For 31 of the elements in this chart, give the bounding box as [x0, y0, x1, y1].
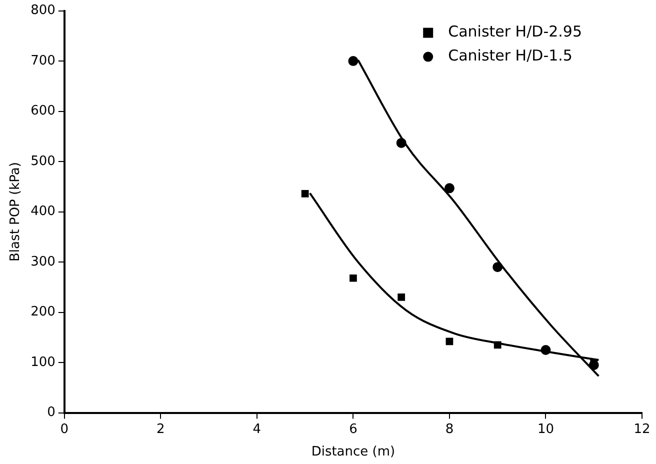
x-tick-label: 6: [349, 422, 358, 437]
point: [494, 341, 502, 349]
point: [492, 262, 503, 272]
y-tick-label: 400: [30, 204, 56, 220]
point: [540, 344, 551, 355]
y-tick-label: 200: [30, 304, 56, 320]
x-axis-title: Distance (m): [311, 444, 396, 460]
y-tick-label: 100: [30, 354, 56, 370]
x-tick-label: 10: [537, 422, 554, 437]
x-tick-label: 8: [445, 422, 454, 437]
point: [301, 190, 309, 198]
point: [444, 183, 454, 194]
y-axis-title: Blast POP (kPa): [8, 162, 24, 262]
y-tick-label: 800: [30, 3, 56, 18]
point: [348, 56, 358, 66]
point: [588, 360, 599, 370]
y-tick-label: 700: [30, 53, 56, 68]
point: [446, 338, 454, 346]
x-tick-label: 12: [634, 422, 650, 437]
y-tick-label: 500: [30, 154, 56, 169]
legend-label: Canister H/D-2.95: [448, 22, 582, 41]
legend-label: Canister H/D-1.5: [448, 46, 572, 65]
y-tick-label: 300: [30, 254, 56, 270]
point: [398, 294, 406, 301]
point: [396, 138, 406, 148]
y-tick-label: 600: [30, 104, 56, 119]
x-tick-label: 4: [252, 422, 262, 437]
y-tick-label: 0: [47, 405, 56, 420]
x-tick-label: 2: [156, 422, 165, 437]
point: [350, 274, 357, 282]
x-tick-label: 0: [60, 422, 69, 437]
